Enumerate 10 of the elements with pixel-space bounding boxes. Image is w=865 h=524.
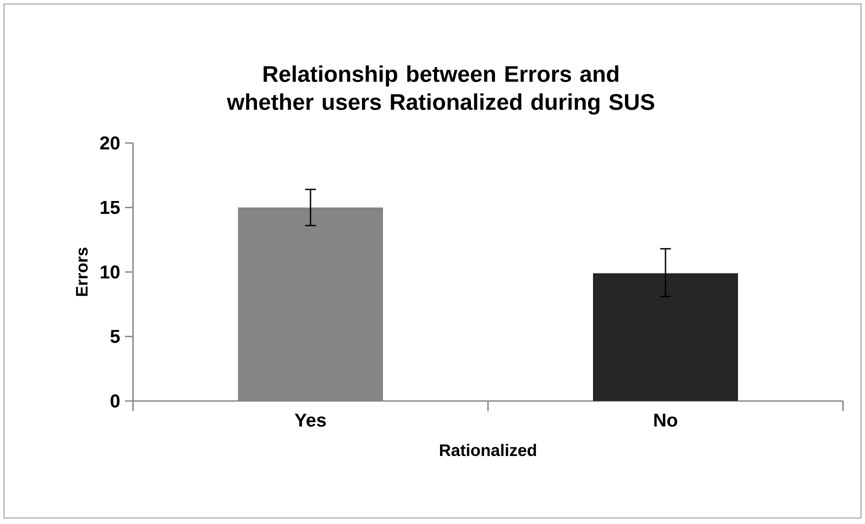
x-axis-title: Rationalized — [440, 444, 536, 456]
chart-title: Relationship between Errors and whether users Rationalized during SUS — [226, 65, 654, 115]
x-tick-label: No — [654, 414, 678, 427]
x-tick-label: Yes — [294, 414, 326, 427]
y-axis-title: Errors — [76, 248, 88, 296]
y-tick-label: 15 — [100, 200, 120, 214]
y-tick-label: 5 — [110, 330, 120, 344]
y-tick-label: 0 — [110, 394, 120, 408]
y-tick-label: 10 — [100, 265, 120, 279]
y-tick-label: 20 — [100, 136, 120, 150]
